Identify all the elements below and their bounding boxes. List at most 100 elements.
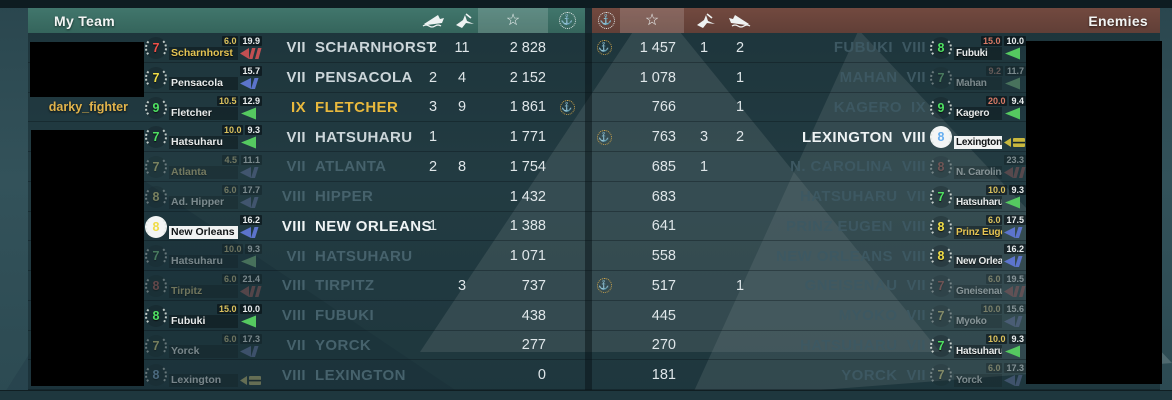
ally-hud-panel: 7 15.7 Pensacola	[145, 64, 267, 92]
ally-planes-value: 8	[457, 158, 467, 175]
gun-range-value: 12.9	[240, 95, 262, 106]
table-row: 7 4.5 11.1 Atlanta VII ATLANTA 2 8 1 754 685…	[28, 152, 1160, 182]
enemy-ship-name: YORCK VII	[754, 360, 926, 390]
cruiser-icon	[240, 345, 259, 357]
enemy-achievement-cell	[590, 93, 618, 123]
tier-laurel-badge: 7	[930, 66, 952, 89]
hud-ship-name: Prinz Eugen	[954, 225, 1002, 239]
enemy-ship-name: MAHAN VII	[754, 63, 926, 93]
carrier-icon	[1004, 138, 1025, 148]
ally-xp-value: 2 152	[509, 69, 546, 86]
ship-name-label: PENSACOLA	[315, 69, 413, 87]
tier-laurel-badge: 7	[145, 156, 167, 178]
tier-laurel-badge: 8	[145, 275, 167, 297]
ally-ship-name: VIII FUBUKI	[276, 301, 374, 331]
enemy-kills-value: 1	[735, 69, 745, 86]
enemy-planes-value	[690, 93, 718, 123]
table-row: 7 6.0 17.3 Yorck VII YORCK 277 270 HATSUHARU…	[28, 330, 1160, 361]
hud-ship-name: Myoko	[954, 314, 1002, 328]
enemy-achievement-cell: ⚓	[590, 122, 618, 152]
enemy-hud-panel: 7 6.0 19.5 Gneisenau	[930, 272, 1030, 300]
plane-kills-icon	[693, 8, 717, 33]
gun-range-value: 17.3	[1004, 363, 1026, 374]
cruiser-icon	[1004, 226, 1023, 238]
hud-ship-name: Fubuki	[169, 314, 238, 328]
ally-achievement-cell	[550, 63, 584, 93]
gun-range-value: 10.0	[240, 303, 262, 314]
enemy-achievement-cell	[590, 63, 618, 93]
tier-laurel-badge: 7	[145, 245, 167, 268]
ship-tier: VII	[286, 247, 306, 265]
destroyer-icon	[1005, 196, 1020, 209]
table-row: 7 10.0 9.3 Hatsuharu VII HATSUHARU 1 1 771 ⚓…	[28, 122, 1160, 152]
enemy-xp-value: 763	[651, 129, 676, 146]
ally-ship-name: VII HATSUHARU	[276, 241, 412, 271]
battleship-icon	[1004, 167, 1026, 178]
hud-ship-chip: 6.0 17.3 Yorck	[169, 333, 262, 358]
ship-name-label: FUBUKI	[315, 307, 375, 325]
enemy-ship-name: N. CAROLINA VIII	[754, 152, 926, 182]
hud-ship-name: Pensacola	[169, 76, 238, 90]
enemy-planes-value	[690, 241, 718, 271]
hud-ship-name: Hatsuharu	[169, 255, 238, 269]
top-edge-band	[0, 0, 1172, 8]
enemy-hud-panel: 8 Lexington	[930, 123, 1030, 151]
ship-name-label: HATSUHARU	[315, 128, 413, 146]
battleship-icon	[1004, 286, 1026, 297]
ally-hud-panel: 7 4.5 11.1 Atlanta	[145, 153, 267, 181]
hud-ship-chip: 23.3 N. Carolina	[954, 155, 1026, 179]
xp-star-icon: ☆	[505, 12, 521, 29]
ally-ship-name: IX FLETCHER	[276, 93, 398, 123]
ship-tier: VII	[286, 128, 306, 146]
ally-planes-value	[448, 182, 476, 212]
gun-range-value: 9.4	[1009, 95, 1026, 106]
ship-name-label: MYOKO	[838, 307, 898, 325]
hud-ship-chip: Lexington	[169, 363, 262, 388]
enemy-xp-value: 1 457	[639, 39, 676, 56]
hud-ship-chip: 10.0 15.6 Myoko	[954, 303, 1026, 328]
enemy-xp-value: 683	[651, 188, 676, 205]
table-row: 8 6.0 17.7 Ad. Hipper VIII HIPPER 1 432 683 …	[28, 181, 1160, 212]
ally-xp-value: 2 828	[509, 39, 546, 56]
ally-planes-value	[448, 301, 476, 331]
gun-range-value: 9.3	[1009, 333, 1026, 344]
censored-player-names	[30, 42, 144, 97]
table-row: 8 16.2 New Orleans VIII NEW ORLEANS 1 1 388…	[28, 211, 1160, 242]
gun-range-value: 10.0	[1004, 36, 1026, 46]
ship-tier: VIII	[281, 366, 306, 384]
hud-ship-chip: 15.0 10.0 Fubuki	[169, 303, 262, 328]
hud-ship-name: Gneisenau	[954, 285, 1002, 298]
hud-ship-chip: 10.0 9.3 Hatsuharu	[954, 333, 1026, 358]
ally-xp-value: 1 388	[509, 218, 546, 235]
ally-xp-value: 1 771	[509, 129, 546, 146]
ally-hud-panel: 7 6.0 17.3 Yorck	[145, 332, 267, 360]
ship-tier: VII	[906, 69, 926, 87]
enemy-hud-panel: 7 6.0 17.3 Yorck	[930, 361, 1030, 389]
torpedo-range-value: 6.0	[221, 333, 239, 344]
ship-tier: VIII	[901, 158, 926, 176]
hud-ship-name: Ad. Hipper	[169, 195, 238, 209]
hud-ship-name: Fletcher	[169, 106, 238, 120]
ally-kills-value	[420, 271, 446, 301]
torpedo-range-value: 10.0	[985, 184, 1008, 195]
table-row: 8 15.0 10.0 Fubuki VIII FUBUKI 438 445 MYOKO…	[28, 300, 1160, 331]
hud-ship-chip: 10.0 9.3 Hatsuharu	[169, 244, 262, 269]
tier-laurel-badge: 8	[930, 126, 952, 149]
enemy-kills-value: 2	[735, 129, 745, 146]
destroyer-icon	[241, 255, 256, 268]
tier-laurel-badge: 9	[930, 96, 952, 119]
enemy-achievement-cell: ⚓	[590, 271, 618, 301]
ally-achievement-cell	[550, 182, 584, 212]
gun-range-value: 9.3	[245, 125, 262, 136]
battleship-icon	[240, 286, 262, 297]
ally-ship-name: VII SCHARNHORST	[276, 33, 436, 63]
enemy-achievement-cell	[590, 301, 618, 331]
ship-kills-icon	[726, 8, 752, 33]
ally-kills-value: 2	[428, 39, 438, 56]
censored-player-names	[1026, 41, 1162, 384]
enemy-ship-name: MYOKO VII	[754, 301, 926, 331]
gun-range-value: 16.2	[240, 214, 262, 225]
anchor-emblem-icon: ⚓	[550, 8, 584, 33]
ship-name-label: ATLANTA	[315, 158, 387, 176]
